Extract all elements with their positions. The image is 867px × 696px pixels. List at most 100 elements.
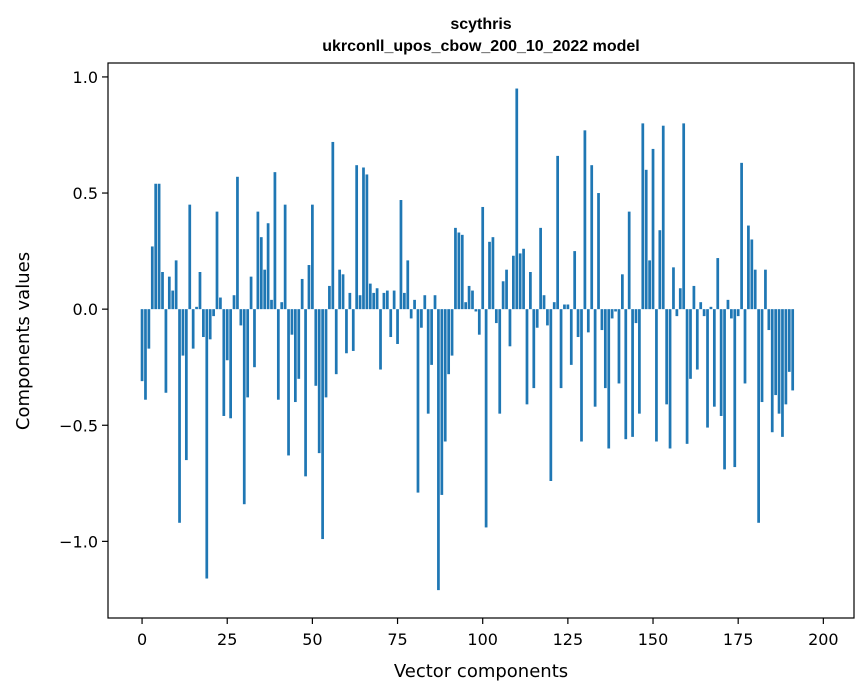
bar <box>665 309 669 405</box>
bar <box>682 123 686 310</box>
bar <box>334 309 338 375</box>
bar <box>753 269 757 310</box>
bar <box>273 172 277 310</box>
bar <box>239 309 243 326</box>
bar <box>161 272 164 310</box>
bar <box>219 297 222 310</box>
bar <box>614 309 617 312</box>
bar <box>290 309 294 335</box>
bar <box>699 302 703 310</box>
bar <box>600 309 604 331</box>
bar <box>726 299 730 310</box>
x-tick-label: 100 <box>467 630 498 649</box>
bar <box>791 309 795 391</box>
bar <box>563 304 566 310</box>
bar <box>770 309 774 433</box>
bar <box>603 309 607 389</box>
bar <box>764 269 767 310</box>
bar <box>644 169 648 310</box>
bar <box>300 278 304 310</box>
bar <box>198 272 202 310</box>
chart-title: scythris <box>450 16 511 33</box>
bar <box>740 162 743 310</box>
bar <box>144 309 147 400</box>
bar <box>413 299 416 310</box>
bar <box>522 248 525 310</box>
bar <box>730 309 733 319</box>
bar <box>191 309 195 349</box>
x-tick-label: 50 <box>302 630 322 649</box>
bar <box>477 309 481 335</box>
bar <box>167 276 171 310</box>
bar <box>546 309 549 326</box>
bar <box>430 309 433 365</box>
bar <box>423 295 427 310</box>
bar <box>447 309 451 375</box>
bar <box>624 309 628 440</box>
bar <box>549 309 553 481</box>
bar <box>276 309 280 400</box>
bar <box>426 309 430 414</box>
bar <box>280 302 284 310</box>
bar <box>668 309 672 449</box>
bar <box>569 309 573 365</box>
bar <box>488 241 491 310</box>
bar <box>498 309 502 414</box>
bar <box>658 230 662 310</box>
y-axis-ticks: −1.0 −0.5 0.0 0.5 1.0 <box>59 68 108 551</box>
bar <box>181 309 185 356</box>
bar <box>529 272 532 310</box>
bar <box>331 141 335 310</box>
bar <box>222 309 226 416</box>
bar <box>416 309 420 493</box>
x-tick-label: 175 <box>723 630 754 649</box>
bar <box>702 309 706 317</box>
bar <box>195 306 198 310</box>
bar <box>358 295 362 310</box>
bar <box>757 309 760 523</box>
y-tick-label: −1.0 <box>59 532 98 551</box>
bar <box>457 232 461 310</box>
bar <box>249 276 253 310</box>
plot-frame <box>107 62 855 619</box>
bar <box>651 148 655 310</box>
bar <box>450 309 454 356</box>
bar <box>433 295 437 310</box>
bar <box>774 309 778 396</box>
bar <box>597 193 600 310</box>
bar <box>399 200 403 310</box>
bar <box>750 239 754 310</box>
bar <box>736 309 740 317</box>
bar <box>464 302 468 310</box>
bar <box>781 309 784 437</box>
bar <box>232 295 236 310</box>
bar <box>150 246 154 310</box>
bar <box>266 223 270 310</box>
bar <box>304 309 307 477</box>
x-tick-label: 150 <box>638 630 669 649</box>
bar <box>164 309 168 393</box>
bar <box>505 269 508 310</box>
bar <box>501 281 505 310</box>
bar <box>259 237 263 310</box>
bar <box>392 290 396 310</box>
x-axis-ticks: 0 25 50 75 100 125 150 175 200 <box>137 618 839 649</box>
bar <box>610 309 614 319</box>
bar <box>379 309 382 370</box>
bar <box>508 309 512 347</box>
bar <box>242 309 246 505</box>
bar <box>515 88 519 310</box>
bar <box>760 309 764 403</box>
bar <box>719 309 723 416</box>
bar <box>215 211 219 310</box>
bar <box>154 183 158 310</box>
bar <box>559 309 563 389</box>
bar <box>402 292 406 310</box>
bar <box>293 309 297 403</box>
bar <box>307 265 311 310</box>
bar <box>539 227 542 310</box>
bar <box>454 227 457 310</box>
bar <box>535 309 539 328</box>
bar <box>283 204 287 310</box>
bar <box>767 309 771 331</box>
